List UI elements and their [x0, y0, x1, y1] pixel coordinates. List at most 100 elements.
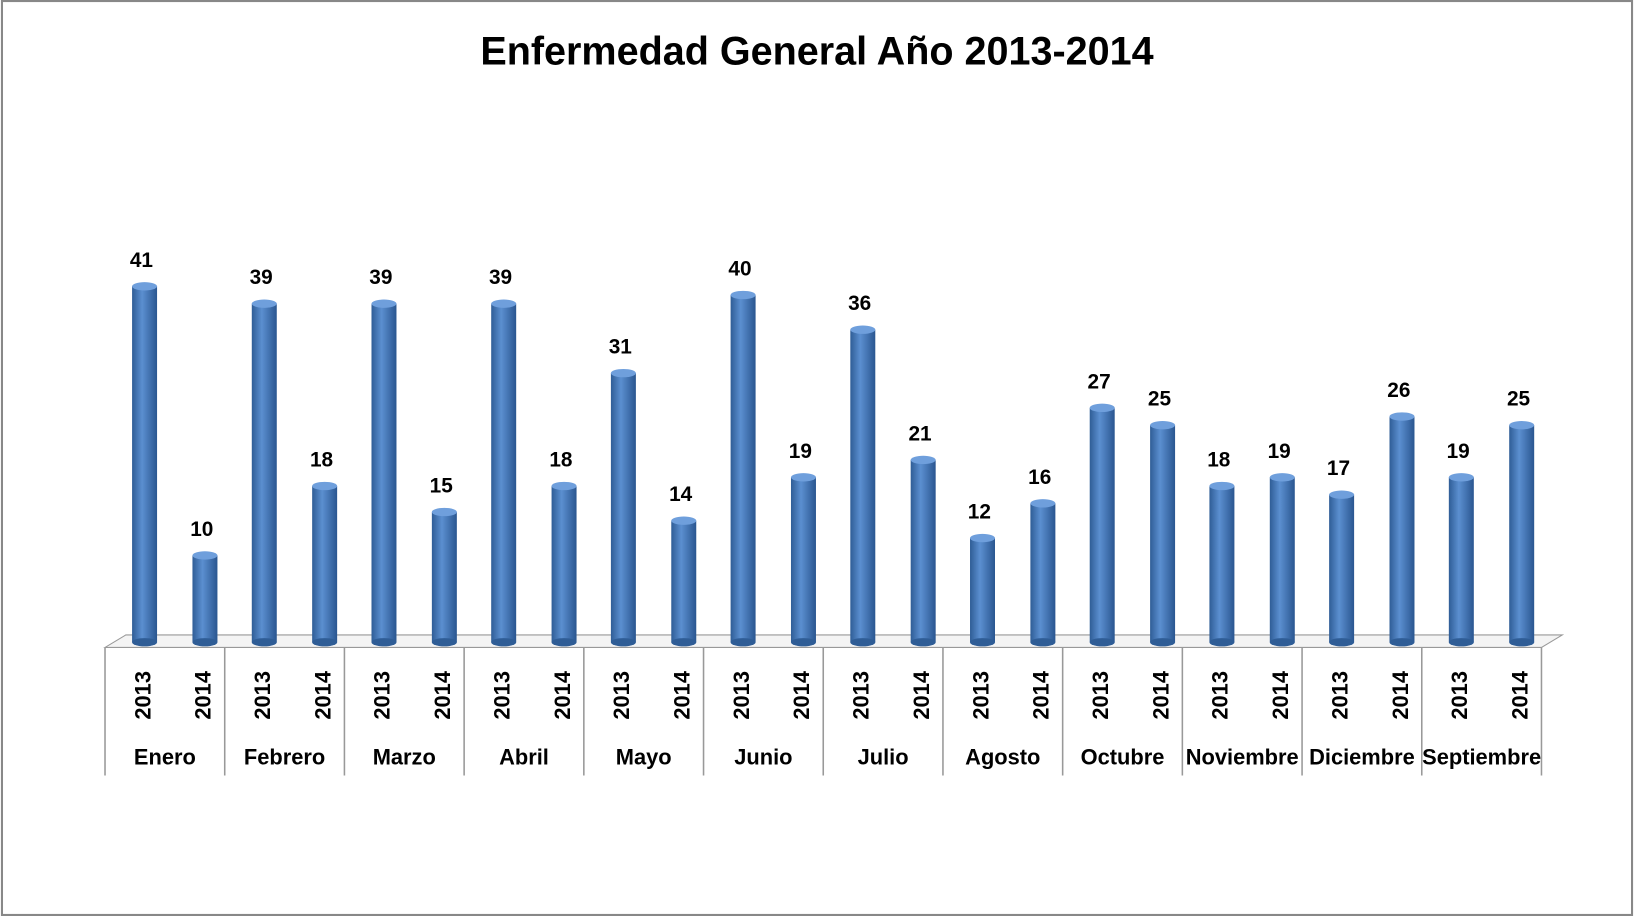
- bar-top: [970, 533, 995, 543]
- data-label: 19: [1268, 440, 1291, 463]
- bar: [1329, 494, 1355, 643]
- data-label: 36: [848, 292, 871, 315]
- data-label: 39: [250, 266, 273, 289]
- x-tick-label: Noviembre: [1186, 745, 1299, 770]
- x-sub-label: 2014: [789, 670, 814, 719]
- data-label: 17: [1327, 457, 1350, 480]
- data-label: 26: [1387, 379, 1410, 402]
- x-sub-label: 2014: [550, 670, 575, 719]
- bar-base: [610, 638, 636, 647]
- bar: [491, 303, 517, 643]
- bar-base: [1269, 638, 1295, 647]
- bar: [192, 555, 218, 643]
- bar-base: [1089, 638, 1115, 647]
- x-sub-label: 2013: [729, 671, 754, 720]
- x-sub-label: 2014: [1148, 670, 1173, 719]
- bar-base: [1150, 638, 1176, 647]
- data-label: 18: [1207, 448, 1230, 471]
- bar: [1030, 503, 1056, 643]
- data-label: 12: [968, 501, 991, 524]
- bar-top: [371, 299, 397, 308]
- bar: [970, 538, 995, 643]
- x-sub-label: 2013: [968, 671, 993, 720]
- bar-top: [1448, 473, 1474, 482]
- bar: [1448, 477, 1474, 643]
- bar-base: [970, 638, 995, 647]
- bar: [1509, 425, 1535, 643]
- bar-top: [251, 299, 277, 308]
- bar-base: [312, 638, 338, 647]
- bar: [312, 485, 338, 643]
- bar-base: [730, 638, 756, 647]
- bar-base: [132, 638, 158, 647]
- x-sub-label: 2014: [1507, 670, 1532, 719]
- bar-top: [730, 290, 756, 300]
- x-sub-label: 2014: [1268, 670, 1293, 719]
- x-tick-label: Diciembre: [1309, 745, 1415, 770]
- data-label: 31: [609, 336, 632, 359]
- bar-top: [431, 507, 457, 517]
- data-label: 10: [190, 518, 213, 541]
- x-sub-label: 2014: [310, 670, 335, 719]
- data-label: 18: [310, 448, 333, 471]
- bar: [1209, 485, 1235, 643]
- x-sub-label: 2014: [909, 670, 934, 719]
- bar: [671, 520, 697, 643]
- x-tick-label: Abril: [499, 745, 549, 770]
- x-sub-label: 2014: [1388, 670, 1413, 719]
- bar-base: [910, 638, 936, 647]
- bar-top: [1269, 473, 1295, 482]
- bar: [132, 286, 158, 643]
- bar-top: [132, 282, 158, 291]
- data-label: 19: [789, 440, 812, 463]
- x-tick-label: Octubre: [1081, 745, 1165, 770]
- bar-base: [431, 638, 457, 647]
- bar: [371, 303, 397, 643]
- x-sub-label: 2013: [130, 671, 155, 720]
- bar: [1389, 416, 1415, 643]
- x-tick-label: Enero: [134, 745, 196, 770]
- x-sub-label: 2013: [1327, 671, 1352, 720]
- data-label: 39: [489, 266, 512, 289]
- bar-base: [192, 638, 218, 647]
- x-tick-label: Junio: [734, 745, 792, 770]
- bar-base: [1509, 638, 1535, 647]
- bar: [1089, 407, 1115, 643]
- data-label: 18: [549, 448, 572, 471]
- bar-top: [1089, 403, 1115, 413]
- x-sub-label: 2014: [670, 670, 695, 719]
- bar-top: [1030, 499, 1056, 508]
- bar-top: [192, 551, 218, 560]
- data-label: 16: [1028, 466, 1051, 489]
- bar: [251, 303, 277, 643]
- bar-top: [610, 368, 636, 378]
- bar-top: [1209, 481, 1235, 491]
- x-sub-label: 2013: [1208, 671, 1233, 720]
- bar: [910, 459, 936, 643]
- bar-base: [850, 638, 876, 647]
- data-label: 25: [1507, 388, 1530, 411]
- bar: [1269, 477, 1295, 643]
- x-tick-label: Marzo: [373, 745, 436, 770]
- bar: [850, 329, 876, 643]
- bar-base: [1329, 638, 1355, 647]
- bar-top: [1150, 421, 1176, 430]
- data-label: 14: [669, 483, 693, 506]
- data-label: 25: [1148, 388, 1171, 411]
- bar-base: [1209, 638, 1235, 647]
- data-label: 21: [908, 422, 931, 445]
- bar-base: [1389, 638, 1415, 647]
- x-sub-label: 2014: [430, 670, 455, 719]
- bar-top: [850, 325, 876, 334]
- bar-top: [551, 481, 577, 491]
- x-sub-label: 2013: [250, 671, 275, 720]
- data-label: 40: [728, 258, 751, 281]
- data-label: 39: [369, 266, 392, 289]
- x-sub-label: 2013: [609, 671, 634, 720]
- bar: [610, 373, 636, 643]
- bar: [730, 294, 756, 643]
- x-sub-label: 2013: [1088, 671, 1113, 720]
- bar-top: [491, 299, 517, 308]
